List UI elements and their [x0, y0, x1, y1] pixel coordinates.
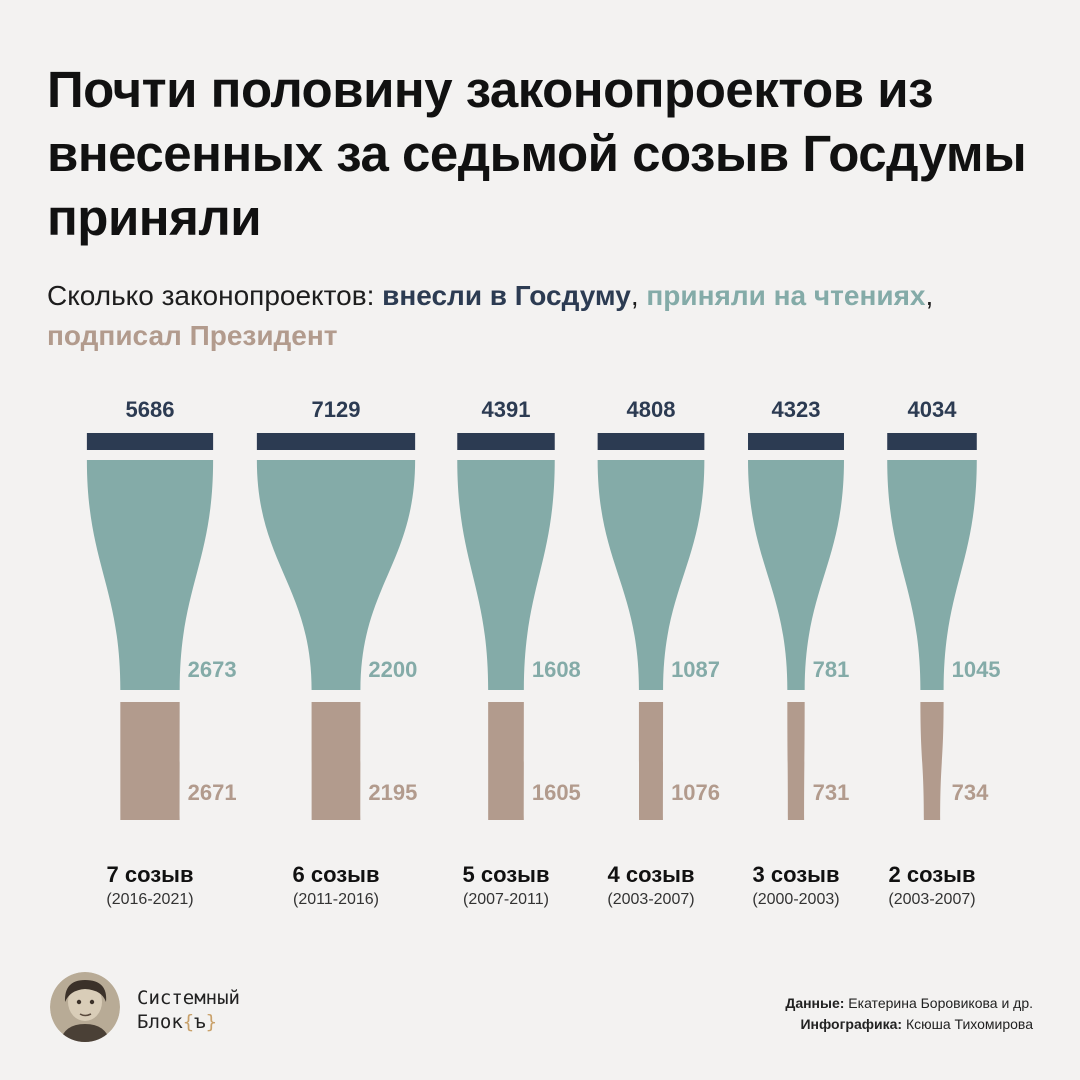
convocation-years: (2003-2007)	[888, 891, 976, 908]
label-adopted: 1608	[532, 657, 581, 682]
label-signed: 731	[813, 780, 850, 805]
subtitle-sep: ,	[630, 280, 647, 311]
page-title: Почти половину законопроектов из внесенн…	[47, 61, 1027, 246]
subtitle-lead: Сколько законопроектов:	[47, 280, 383, 311]
credit-infographic: Инфографика: Ксюша Тихомирова	[800, 1016, 1033, 1032]
convocation-years: (2000-2003)	[752, 891, 840, 908]
funnel-adopted	[748, 460, 844, 690]
bar-signed	[920, 702, 944, 820]
label-adopted: 2673	[188, 657, 237, 682]
brand-name: Системный Блок{ъ}	[137, 986, 240, 1034]
bar-signed	[787, 702, 805, 820]
label-submitted: 4391	[482, 397, 531, 422]
funnel-adopted	[887, 460, 977, 690]
funnel-adopted	[256, 460, 416, 690]
convocation-label: 2 созыв (2003-2007)	[847, 860, 1017, 910]
brand-logo	[50, 972, 120, 1042]
brand-line1: Системный	[137, 987, 240, 1009]
bar-submitted	[457, 433, 555, 450]
label-signed: 734	[952, 780, 989, 805]
label-signed: 1076	[671, 780, 720, 805]
bar-signed	[311, 702, 361, 820]
convocation-label: 5 созыв (2007-2011)	[421, 860, 591, 910]
funnel-adopted	[457, 460, 555, 690]
legend-submitted: внесли в Госдуму	[382, 280, 631, 311]
label-submitted: 5686	[126, 397, 175, 422]
legend-adopted: приняли на чтениях	[646, 280, 926, 311]
bar-submitted	[748, 433, 844, 450]
label-submitted: 4323	[772, 397, 821, 422]
convocation-name: 2 созыв	[888, 862, 976, 887]
subtitle: Сколько законопроектов: внесли в Госдуму…	[47, 276, 1047, 356]
bar-submitted	[256, 433, 416, 450]
brand-line2: Блок{ъ}	[137, 1011, 218, 1033]
bar-signed	[120, 702, 180, 820]
bar-signed	[488, 702, 524, 820]
convocation-name: 6 созыв	[292, 862, 380, 887]
label-submitted: 7129	[312, 397, 361, 422]
bar-submitted	[597, 433, 705, 450]
convocation-years: (2016-2021)	[106, 891, 194, 908]
convocation-years: (2007-2011)	[463, 891, 549, 908]
label-signed: 1605	[532, 780, 581, 805]
label-adopted: 1087	[671, 657, 720, 682]
funnel-adopted	[86, 460, 214, 690]
bar-submitted	[86, 433, 214, 450]
convocation-name: 7 созыв	[106, 862, 194, 887]
convocation-years: (2003-2007)	[607, 891, 695, 908]
convocation-name: 4 созыв	[607, 862, 695, 887]
label-signed: 2671	[188, 780, 237, 805]
bar-submitted	[887, 433, 977, 450]
subtitle-sep: ,	[925, 280, 934, 311]
legend-signed: подписал Президент	[47, 320, 338, 351]
convocation-label: 7 созыв (2016-2021)	[65, 860, 235, 910]
funnel-adopted	[597, 460, 705, 690]
convocation-label: 3 созыв (2000-2003)	[711, 860, 881, 910]
label-signed: 2195	[368, 780, 417, 805]
convocation-label: 4 созыв (2003-2007)	[566, 860, 736, 910]
credit-data: Данные: Екатерина Боровикова и др.	[785, 995, 1033, 1011]
label-adopted: 2200	[368, 657, 417, 682]
label-submitted: 4808	[627, 397, 676, 422]
credits: Данные: Екатерина Боровикова и др. Инфог…	[785, 993, 1033, 1035]
label-adopted: 781	[813, 657, 850, 682]
bar-signed	[638, 702, 664, 820]
convocation-name: 5 созыв	[462, 862, 550, 887]
funnel-chart: 5686 2673 2671 7129 2200 2195 4391 1608 1605 4808…	[86, 397, 1001, 820]
label-submitted: 4034	[908, 397, 958, 422]
convocation-name: 3 созыв	[752, 862, 840, 887]
convocation-label: 6 созыв (2011-2016)	[251, 860, 421, 910]
label-adopted: 1045	[952, 657, 1001, 682]
convocation-years: (2011-2016)	[293, 891, 379, 908]
